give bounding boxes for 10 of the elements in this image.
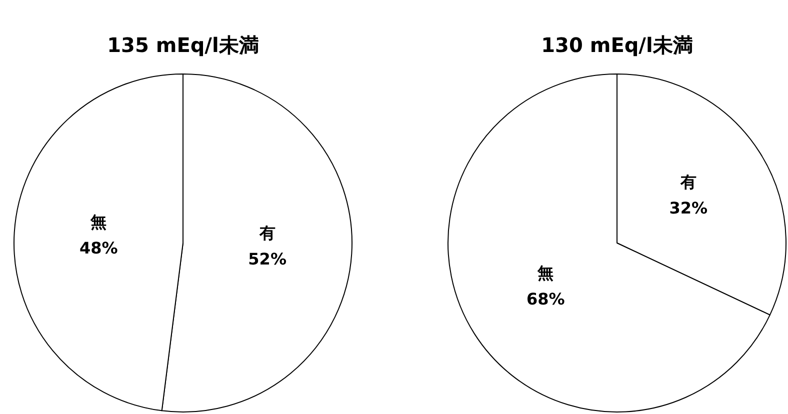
- data-label: 68%: [526, 289, 565, 308]
- slice-label: 無: [536, 263, 554, 282]
- slice-label: 無: [90, 212, 107, 232]
- data-label: 52%: [248, 249, 286, 268]
- data-label: 32%: [669, 198, 708, 218]
- chart-title: 130 mEq/l未満: [541, 33, 693, 57]
- chart-title: 135 mEq/l未満: [107, 33, 259, 57]
- slice-label: 有: [258, 223, 276, 242]
- data-label: 48%: [80, 238, 118, 258]
- slice-label: 有: [679, 172, 696, 192]
